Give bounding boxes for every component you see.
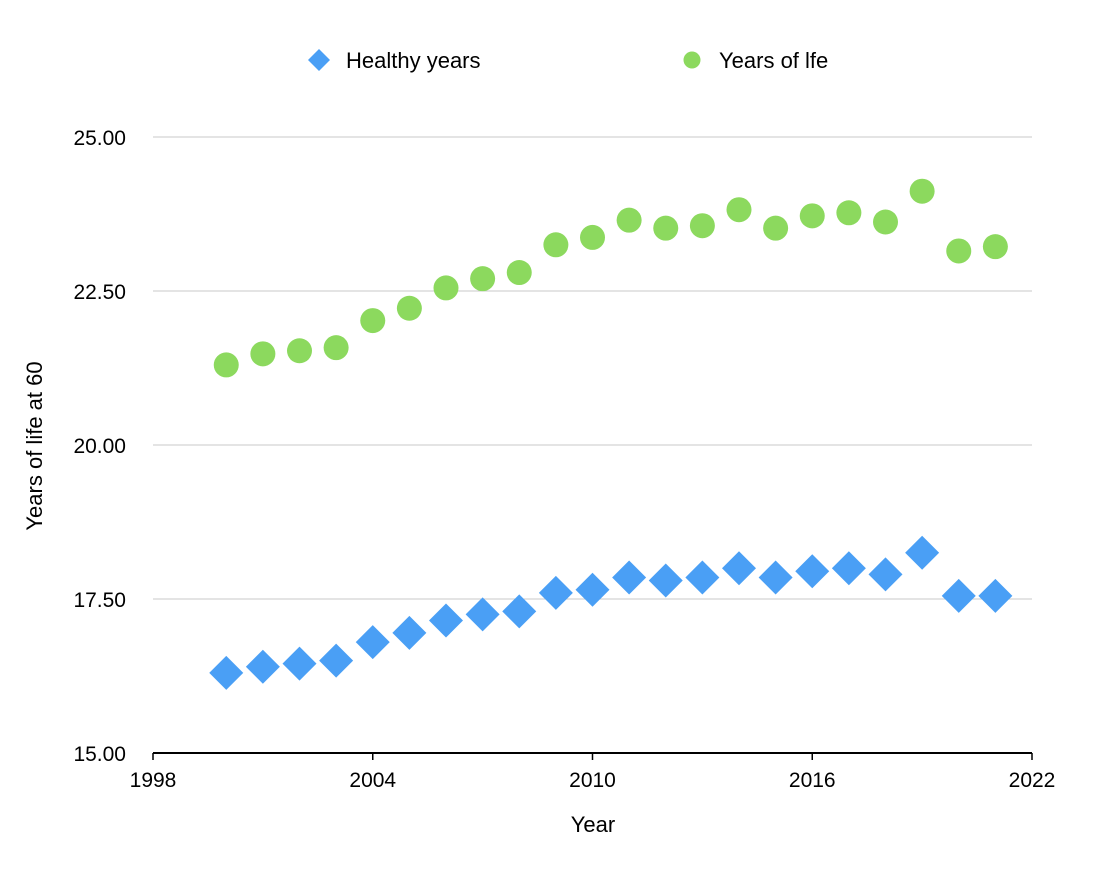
y-tick-label: 22.50 [73, 281, 126, 304]
years-of-life-point [580, 224, 605, 250]
years-of-life-point [250, 341, 276, 367]
years-of-life-point [287, 338, 312, 364]
years-of-life-point [946, 238, 972, 264]
years-of-life-point [982, 234, 1008, 260]
healthy-years-point [209, 655, 244, 690]
legend-label: Healthy years [346, 48, 481, 73]
years-of-life-point [763, 215, 789, 241]
y-tick-label: 15.00 [73, 743, 126, 766]
legend-diamond-icon [308, 49, 330, 71]
data-marks [209, 178, 1013, 690]
years-of-life-point [543, 232, 569, 258]
years-of-life-point [653, 215, 679, 241]
y-tick-label: 17.50 [73, 589, 126, 612]
healthy-years-point [905, 535, 940, 570]
years-of-life-point [616, 207, 642, 233]
years-of-life-point [396, 295, 422, 321]
years-of-life-point [360, 308, 386, 334]
legend: Healthy years Years of lfe [308, 48, 828, 73]
healthy-years-point [245, 649, 280, 684]
x-tick-label: 2022 [1009, 769, 1056, 792]
healthy-years-point [319, 643, 354, 678]
years-of-life-point [689, 213, 715, 239]
x-tick-label: 2010 [569, 769, 616, 792]
legend-label: Years of lfe [719, 48, 828, 73]
healthy-years-point [538, 575, 573, 610]
healthy-years-point [648, 563, 683, 598]
x-tick-label: 1998 [130, 769, 177, 792]
axes: 15.00 17.50 20.00 22.50 25.00 1998 2004 2010 201… [73, 127, 1055, 792]
healthy-years-point [465, 597, 500, 632]
y-tick-label: 20.00 [73, 435, 126, 458]
healthy-years-point [685, 560, 720, 595]
legend-circle-icon [683, 51, 701, 69]
years-of-life-point [213, 352, 239, 378]
years-of-life-point [323, 335, 349, 361]
years-of-life-point [799, 203, 825, 229]
healthy-years-point [941, 578, 976, 613]
healthy-years-point [429, 603, 463, 638]
years-of-life-point [836, 200, 862, 226]
years-of-life-point [909, 178, 935, 204]
healthy-years-point [795, 554, 830, 589]
years-of-life-point [726, 197, 752, 223]
years-of-life-point [506, 260, 532, 286]
years-of-life-point [470, 266, 496, 292]
healthy-years-point [612, 560, 647, 595]
x-tick-label: 2004 [349, 769, 396, 792]
healthy-years-point [978, 578, 1013, 613]
healthy-years-point [282, 646, 317, 681]
y-tick-label: 25.00 [73, 127, 126, 150]
years-of-life-point [873, 209, 898, 235]
healthy-years-point [392, 615, 427, 650]
healthy-years-point [355, 625, 390, 660]
gridlines [153, 136, 1032, 600]
healthy-years-point [758, 560, 793, 595]
healthy-years-point [868, 557, 903, 592]
x-tick-label: 2016 [789, 769, 836, 792]
healthy-years-point [722, 551, 756, 586]
y-axis-title: Years of life at 60 [22, 361, 47, 530]
years-of-life-point [433, 275, 459, 301]
healthy-years-point [575, 572, 610, 607]
x-axis-title: Year [571, 812, 615, 837]
healthy-years-point [502, 594, 537, 629]
healthy-years-point [831, 551, 866, 586]
